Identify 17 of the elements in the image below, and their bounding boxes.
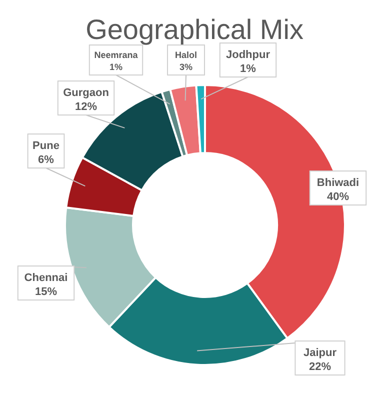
data-label: 40% bbox=[326, 191, 350, 203]
slice-label: Gurgaon bbox=[63, 87, 110, 99]
chart-title: Geographical Mix bbox=[84, 14, 304, 46]
data-label: 15% bbox=[34, 286, 58, 298]
slice-label: Bhiwadi bbox=[316, 177, 360, 189]
data-label: 12% bbox=[74, 101, 98, 113]
slice-label: Halol bbox=[174, 50, 198, 60]
slice-label: Neemrana bbox=[94, 50, 139, 60]
data-label: 22% bbox=[308, 361, 332, 373]
slice-label: Jaipur bbox=[303, 347, 338, 359]
slice-label: Chennai bbox=[24, 272, 68, 284]
slice-label: Jodhpur bbox=[226, 49, 271, 61]
data-label: 1% bbox=[109, 62, 123, 72]
data-label: 1% bbox=[240, 63, 256, 75]
slice-label: Pune bbox=[32, 140, 60, 152]
data-label: 6% bbox=[38, 154, 54, 166]
data-label: 3% bbox=[179, 62, 193, 72]
